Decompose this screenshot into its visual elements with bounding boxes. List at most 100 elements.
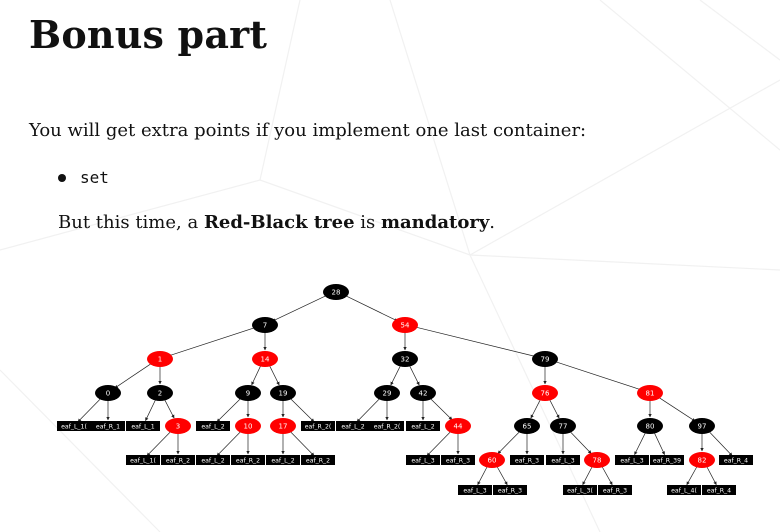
tree-leaf-label: eaf_R_2(: [305, 423, 332, 430]
tree-leaf-box: [301, 421, 335, 431]
tree-node-44: 44: [445, 418, 471, 434]
tree-leaf-label: eaf_R_2: [166, 457, 190, 464]
tree-node-shape: [689, 452, 715, 468]
tree-leaf: eaf_R_3: [598, 485, 632, 495]
tree-leaf-box: [650, 455, 684, 465]
tree-node-label: 60: [488, 457, 497, 465]
bullet-icon: [58, 173, 66, 182]
tree-leaf-label: eaf_R_2: [236, 457, 260, 464]
tree-leaf-box: [126, 455, 160, 465]
tree-leaf: eaf_L_1(: [126, 455, 160, 465]
tree-node-shape: [410, 385, 436, 401]
tree-node-shape: [147, 351, 173, 367]
tree-leaf: eaf_R_2(: [301, 421, 335, 431]
tree-edge: [582, 466, 593, 486]
tree-leaf: eaf_R_39: [650, 455, 684, 465]
tree-node-3: 3: [165, 418, 191, 434]
tree-leaf-box: [563, 485, 597, 495]
tree-leaf-label: eaf_L_2: [201, 423, 224, 430]
tree-edge: [145, 399, 156, 421]
tree-leaf-box: [126, 421, 160, 431]
tree-leaf: eaf_L_3(: [563, 485, 597, 495]
tree-leaf-box: [510, 455, 544, 465]
tree-node-97: 97: [689, 418, 715, 434]
tree-node-label: 28: [332, 289, 341, 297]
tree-node-label: 3: [176, 423, 180, 431]
tree-leaf-box: [301, 455, 335, 465]
tree-node-10: 10: [235, 418, 261, 434]
tree-leaf-box: [598, 485, 632, 495]
tree-leaf-box: [231, 455, 265, 465]
tree-leaf: eaf_L_3: [458, 485, 492, 495]
tree-leaf-box: [406, 455, 440, 465]
tree-leaf: eaf_R_2: [301, 455, 335, 465]
tree-leaf-label: eaf_L_3: [463, 487, 486, 494]
tree-edge: [216, 397, 242, 423]
tree-edge: [654, 432, 665, 455]
tree-edge: [390, 365, 401, 386]
tree-leaf: eaf_L_2: [406, 421, 440, 431]
tree-leaf-label: eaf_L_2: [411, 423, 434, 430]
tree-leaf: eaf_R_1: [91, 421, 125, 431]
tree-edge: [164, 399, 175, 419]
tree-leaf-label: eaf_L_4(: [671, 487, 697, 494]
tree-node-17: 17: [270, 418, 296, 434]
tree-node-78: 78: [584, 452, 610, 468]
tree-leaf-box: [57, 421, 91, 431]
tree-leaf-label: eaf_R_1: [96, 423, 120, 430]
tree-leaf-label: eaf_R_39: [653, 457, 681, 464]
tree-node-0: 0: [95, 385, 121, 401]
tree-node-60: 60: [479, 452, 505, 468]
requirement-note: But this time, a Red-Black tree is manda…: [58, 212, 495, 233]
tree-leaf-label: eaf_L_3: [551, 457, 574, 464]
page-title: Bonus part: [29, 12, 268, 57]
tree-leaf-label: eaf_L_2: [201, 457, 224, 464]
tree-edge: [272, 294, 328, 322]
tree-leaf: eaf_R_4: [702, 485, 736, 495]
tree-edge: [708, 431, 733, 457]
tree-leaf-box: [493, 485, 527, 495]
tree-node-shape: [235, 385, 261, 401]
tree-leaf: eaf_L_1(: [57, 421, 91, 431]
tree-leaf: eaf_L_3: [615, 455, 649, 465]
tree-node-77: 77: [550, 418, 576, 434]
tree-edge: [289, 431, 315, 457]
tree-node-label: 2: [158, 390, 162, 398]
tree-leaf-box: [546, 455, 580, 465]
tree-edge: [549, 399, 560, 419]
tree-leaf-label: eaf_R_2: [306, 457, 330, 464]
tree-leaf: eaf_L_2: [196, 455, 230, 465]
tree-edge: [554, 361, 643, 391]
tree-node-shape: [445, 418, 471, 434]
tree-node-82: 82: [689, 452, 715, 468]
tree-node-76: 76: [532, 385, 558, 401]
bullet-list-item: set: [58, 168, 109, 187]
tree-node-label: 9: [246, 390, 250, 398]
tree-node-label: 54: [401, 322, 410, 330]
tree-node-label: 82: [698, 457, 707, 465]
tree-node-shape: [479, 452, 505, 468]
tree-node-shape: [374, 385, 400, 401]
tree-node-label: 0: [106, 390, 110, 398]
tree-leaf: eaf_R_3: [510, 455, 544, 465]
tree-node-shape: [252, 351, 278, 367]
tree-edge: [426, 431, 452, 457]
tree-node-42: 42: [410, 385, 436, 401]
tree-node-shape: [323, 284, 349, 300]
tree-node-shape: [270, 418, 296, 434]
tree-node-label: 78: [593, 457, 602, 465]
tree-node-shape: [95, 385, 121, 401]
tree-node-label: 77: [559, 423, 568, 431]
tree-leaf: eaf_R_4: [719, 455, 753, 465]
tree-node-54: 54: [392, 317, 418, 333]
tree-node-32: 32: [392, 351, 418, 367]
tree-node-14: 14: [252, 351, 278, 367]
tree-leaf-box: [91, 421, 125, 431]
tree-edge: [167, 327, 256, 357]
note-text-before: But this time, a: [58, 212, 204, 233]
tree-node-label: 29: [383, 390, 392, 398]
tree-node-shape: [550, 418, 576, 434]
tree-node-shape: [165, 418, 191, 434]
tree-node-80: 80: [637, 418, 663, 434]
tree-leaf: eaf_R_2: [161, 455, 195, 465]
